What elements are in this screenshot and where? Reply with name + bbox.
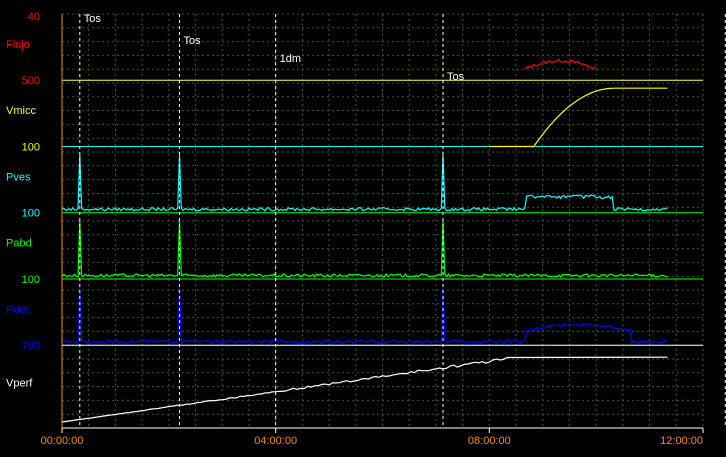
flujo-baseline-label: 500 [22,75,40,87]
event-marker-label: Tos [84,13,102,25]
pves-baseline-label: 100 [22,208,40,220]
vperf-trace [61,356,668,423]
pdet-baseline-label: 700 [22,340,40,352]
x-tick-label: 12:00:00 [660,435,703,447]
event-marker-label: Tos [447,71,465,83]
pves-name: Pves [6,171,31,183]
flujo-scale-label: 40 [28,11,40,23]
pabd-name: Pabd [6,238,32,250]
flujo-trace [524,58,597,70]
x-tick-label: 08:00:00 [468,435,511,447]
vperf-name: Vperf [6,377,33,389]
pdet-name: Pdet [6,304,29,316]
x-tick-label: 04:00:00 [254,435,297,447]
x-axis: 00:00:00 04:00:00 08:00:00 12:00:00 [41,14,704,447]
channel-labels: 500 Flujo 40 100 Vmicc 100 Pves 100 Pabd 700 Pdet V… [6,11,40,389]
flujo-name: Flujo [6,39,30,51]
event-markers: TosTos1dmTosTosTosTos [79,13,726,428]
event-marker-label: 1dm [280,53,301,65]
grid [61,13,704,429]
event-marker-label: Tos [184,35,202,47]
vmicc-baseline-label: 100 [22,141,40,153]
x-tick-label: 00:00:00 [41,435,84,447]
vmicc-name: Vmicc [6,105,36,117]
channel-baselines [62,79,703,346]
vmicc-trace [489,87,668,148]
pves-trace [61,154,668,212]
pabd-baseline-label: 100 [22,274,40,286]
channel-traces [61,58,668,423]
pdet-trace [61,286,668,345]
pabd-trace [61,220,668,278]
